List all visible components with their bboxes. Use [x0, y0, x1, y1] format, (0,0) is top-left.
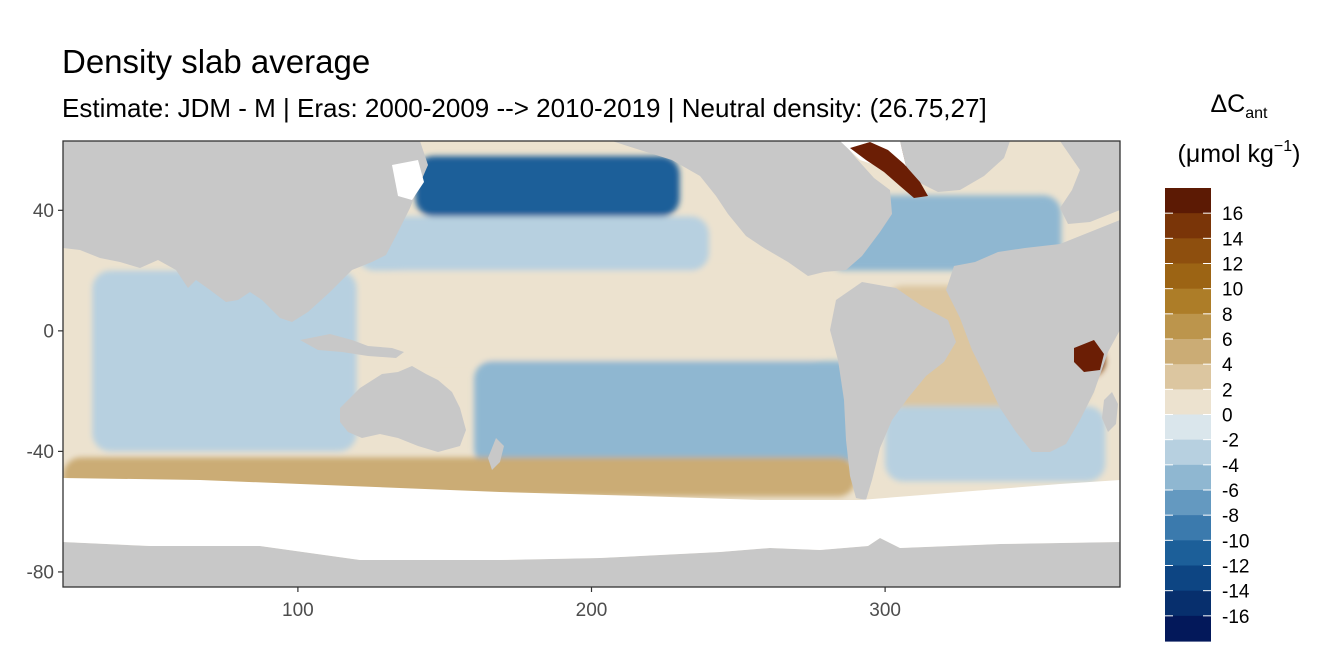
region-south-pacific	[474, 360, 856, 467]
legend-label-7: 2	[1222, 380, 1233, 401]
land-asia	[63, 141, 428, 322]
legend-swatch-9	[1165, 414, 1211, 441]
region-north-pacific-transition	[356, 216, 709, 271]
axes: 40 0 -40 -80 100 200 300	[27, 201, 901, 621]
legend-title: ΔCant	[1210, 90, 1268, 122]
land-greenland	[900, 141, 1010, 192]
legend-label-13: -10	[1222, 531, 1249, 552]
chart-title: Density slab average	[62, 43, 371, 80]
legend-label-9: -2	[1222, 431, 1239, 452]
y-tick-label-3: -80	[27, 562, 54, 583]
legend-label-3: 10	[1222, 280, 1243, 301]
land-south-america	[830, 282, 956, 500]
legend-label-12: -8	[1222, 506, 1239, 527]
y-tick-label-1: 0	[43, 321, 54, 342]
legend-label-4: 8	[1222, 305, 1233, 326]
legend-swatch-14	[1165, 540, 1211, 567]
legend-swatch-15	[1165, 565, 1211, 592]
x-tick-label-0: 100	[282, 600, 314, 621]
labrador-extreme	[850, 142, 928, 198]
legend: ΔCant (μmol kg−1) 16 14 12 10 8 6 4 2 0 -2 -4 -6 -8 -10…	[1165, 90, 1300, 642]
land-indonesia	[300, 334, 404, 358]
legend-label-1: 14	[1222, 229, 1244, 250]
legend-swatch-2	[1165, 238, 1211, 265]
plot-panel	[62, 140, 1121, 588]
land-europe	[1060, 141, 1120, 224]
legend-swatch-5	[1165, 313, 1211, 340]
legend-swatch-7	[1165, 364, 1211, 390]
chart-subtitle: Estimate: JDM - M | Eras: 2000-2009 --> …	[62, 93, 987, 123]
legend-unit: (μmol kg−1)	[1178, 138, 1301, 168]
legend-label-14: -12	[1222, 557, 1249, 578]
legend-label-6: 4	[1222, 355, 1233, 376]
legend-swatch-16	[1165, 590, 1211, 617]
region-equatorial-pacific	[385, 270, 827, 361]
legend-swatch-8	[1165, 389, 1211, 416]
x-tick-label-1: 200	[576, 600, 608, 621]
land-new-zealand	[488, 438, 504, 470]
legend-label-11: -6	[1222, 481, 1239, 502]
legend-label-10: -4	[1222, 456, 1239, 477]
x-tick-label-2: 300	[869, 600, 901, 621]
legend-swatch-10	[1165, 439, 1211, 466]
no-data-okhotsk	[392, 160, 424, 200]
angola-extreme	[1074, 340, 1104, 372]
legend-label-0: 16	[1222, 204, 1243, 225]
legend-unit-suffix: )	[1292, 140, 1300, 168]
legend-swatch-3	[1165, 263, 1211, 290]
no-data-southern-band	[63, 478, 1120, 560]
land-africa	[946, 141, 1120, 452]
legend-swatch-6	[1165, 339, 1211, 365]
legend-swatch-0	[1165, 188, 1211, 214]
legend-label-15: -14	[1222, 582, 1250, 603]
region-north-pacific-subpolar	[415, 156, 680, 217]
legend-label-8: 0	[1222, 406, 1233, 427]
legend-swatch-17	[1165, 615, 1211, 642]
legend-title-subscript: ant	[1245, 105, 1268, 122]
land-masses	[63, 141, 1120, 587]
y-tick-label-2: -40	[27, 442, 54, 463]
y-tick-label-0: 40	[33, 201, 54, 222]
legend-label-2: 12	[1222, 255, 1243, 276]
legend-label-5: 6	[1222, 330, 1233, 351]
legend-swatch-11	[1165, 464, 1211, 491]
legend-unit-superscript: −1	[1274, 138, 1292, 155]
legend-swatch-1	[1165, 213, 1211, 239]
land-madagascar	[1102, 392, 1118, 432]
legend-swatch-4	[1165, 288, 1211, 315]
extreme-features	[850, 142, 1104, 372]
land-antarctica	[63, 538, 1120, 587]
land-north-america	[612, 141, 892, 276]
legend-swatch-12	[1165, 490, 1211, 516]
legend-swatch-13	[1165, 515, 1211, 541]
land-australia	[340, 366, 466, 452]
legend-label-16: -16	[1222, 607, 1249, 628]
